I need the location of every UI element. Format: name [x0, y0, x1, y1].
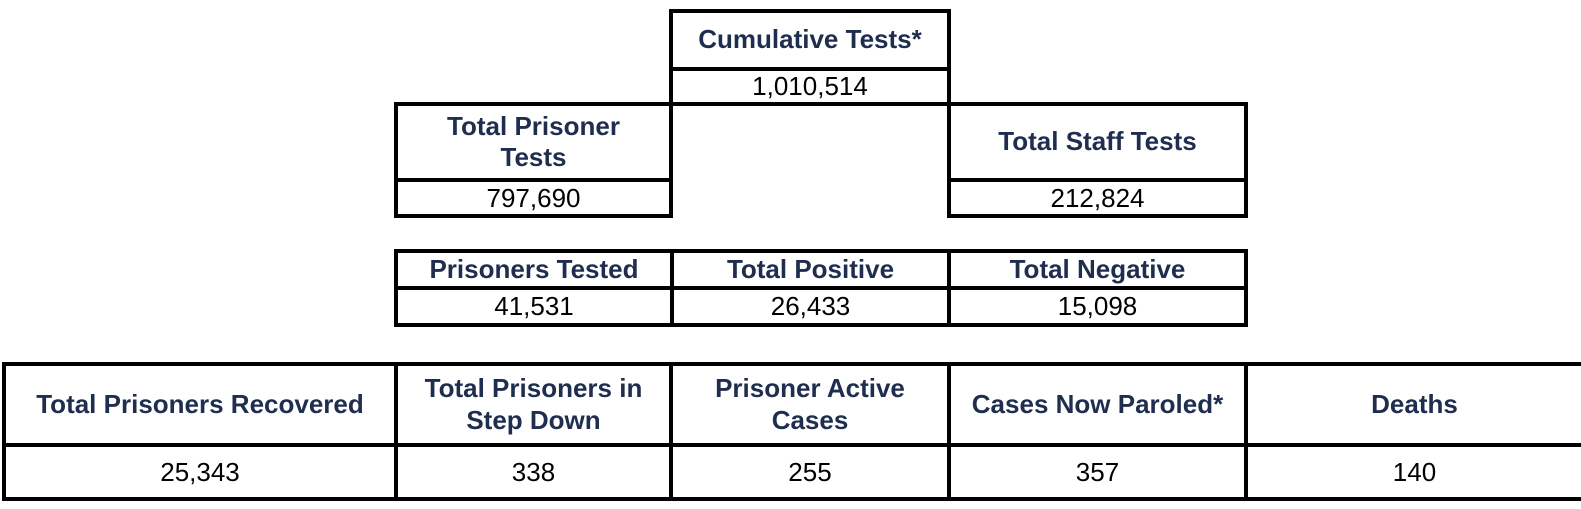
prisoner-status-table: Total Prisoners Recovered Total Prisoner…: [2, 362, 1581, 501]
active-cases-header: Prisoner Active Cases: [673, 366, 951, 443]
staff-tests-label: Total Staff Tests: [951, 106, 1244, 182]
staff-tests-box: Total Staff Tests 212,824: [947, 102, 1248, 218]
testing-summary-header-row: Prisoners Tested Total Positive Total Ne…: [398, 253, 1244, 290]
testing-summary-value-row: 41,531 26,433 15,098: [398, 290, 1244, 323]
total-negative-header: Total Negative: [1009, 253, 1186, 284]
prisoners-tested-header: Prisoners Tested: [398, 253, 674, 286]
step-down-value: 338: [398, 447, 673, 497]
deaths-value: 140: [1392, 456, 1437, 487]
total-positive-value: 26,433: [674, 290, 951, 323]
prisoner-tests-label: Total Prisoner Tests: [398, 106, 669, 182]
active-cases-value: 255: [673, 447, 951, 497]
prisoner-tests-value: 797,690: [486, 182, 581, 213]
total-positive-header: Total Positive: [674, 253, 951, 286]
paroled-header: Cases Now Paroled*: [951, 366, 1248, 443]
prisoner-status-header-row: Total Prisoners Recovered Total Prisoner…: [6, 366, 1581, 447]
staff-tests-value: 212,824: [1050, 182, 1145, 213]
paroled-value: 357: [951, 447, 1248, 497]
testing-summary-table: Prisoners Tested Total Positive Total Ne…: [394, 249, 1248, 327]
prisoner-status-value-row: 25,343 338 255 357 140: [6, 447, 1581, 497]
prisoners-tested-value: 41,531: [398, 290, 674, 323]
total-negative-value: 15,098: [1057, 291, 1138, 321]
cumulative-tests-label: Cumulative Tests*: [673, 13, 947, 71]
step-down-header: Total Prisoners in Step Down: [398, 366, 673, 443]
recovered-value: 25,343: [6, 447, 398, 497]
cumulative-tests-value: 1,010,514: [752, 71, 868, 101]
deaths-header: Deaths: [1371, 388, 1458, 419]
cumulative-tests-box: Cumulative Tests* 1,010,514: [669, 9, 951, 106]
prisoner-tests-box: Total Prisoner Tests 797,690: [394, 102, 673, 218]
recovered-header: Total Prisoners Recovered: [6, 366, 398, 443]
